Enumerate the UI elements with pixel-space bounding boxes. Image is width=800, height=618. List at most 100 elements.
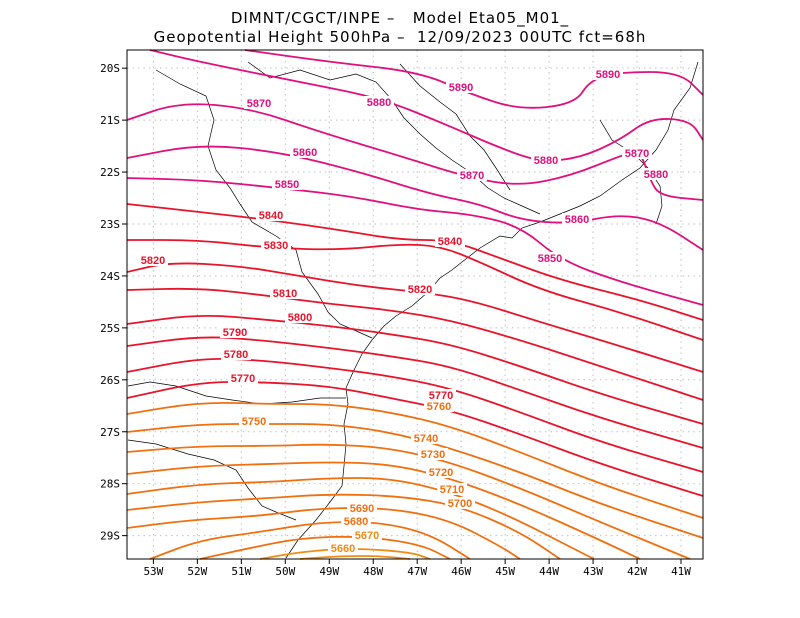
contour-label: 5800 [288,312,312,324]
contour-label-bg [426,389,456,401]
contour-5830 [127,239,704,341]
lon-tick-label: 51W [231,565,251,578]
contour-label: 5770 [429,390,453,402]
contour-label: 5680 [344,516,368,528]
lat-tick-label: 23S [100,218,120,231]
contour-5760 [126,401,704,519]
contour-5750 [126,423,704,539]
lon-tick-label: 42W [627,565,647,578]
contour-label-bg [221,348,251,360]
contour-5780 [126,357,704,473]
map-title-line1: DIMNT/CGCT/INPE – Model Eta05_M01_ [230,9,570,27]
contour-5770 [126,381,704,497]
state-border-6 [399,63,511,191]
contour-label: 5730 [421,449,445,461]
lat-tick-label: 25S [100,322,120,335]
height-contours [126,49,704,560]
contour-label-bg [328,542,358,554]
lon-tick-label: 46W [451,565,471,578]
contour-5880 [149,49,704,162]
contour-5870 [126,103,704,201]
contour-label-bg [531,154,561,166]
contour-label-bg [622,147,652,159]
contour-label-bg [437,483,467,495]
contour-label-bg [457,169,487,181]
lat-tick-label: 20S [100,62,120,75]
contour-label-bg [424,400,454,412]
contour-label-bg [290,146,320,158]
contour-label: 5840 [259,210,283,222]
contour-label: 5720 [429,467,453,479]
latitude-axis: 20S 21S 22S 23S 24S 25S 26S 27S 28S 29S [100,62,127,543]
contour-label-bg [220,326,250,338]
coastline-borders [127,61,699,559]
state-border-1 [155,69,373,339]
contour-label: 5870 [625,148,649,160]
contour-label: 5760 [427,401,451,413]
contour-label: 5750 [242,416,266,428]
lat-tick-label: 28S [100,478,120,491]
contour-5710 [126,493,561,560]
contour-label-bg [228,372,258,384]
contour-label-bg [261,239,291,251]
contour-label-bg [347,502,377,514]
contour-label: 5740 [414,433,438,445]
contour-5800 [126,314,704,425]
contour-labels: 5890 5890 5880 5870 5880 5870 5860 5880 5870 5850… [138,68,671,555]
lat-tick-label: 21S [100,114,120,127]
contour-label-bg [364,96,394,108]
contour-label: 5820 [141,255,165,267]
contour-label-bg [285,311,315,323]
contour-label-bg [239,415,269,427]
state-border-3 [127,381,346,405]
contour-5820 [126,262,704,373]
contour-label-bg [244,97,274,109]
contour-label: 5840 [438,236,462,248]
contour-label-bg [562,213,592,225]
contour-label-bg [446,81,476,93]
contour-label: 5890 [449,82,473,94]
coastline [285,61,699,559]
contour-label: 5870 [460,170,484,182]
lat-tick-label: 27S [100,426,120,439]
lat-lon-grid [127,50,703,559]
contour-label: 5880 [534,155,558,167]
lon-tick-label: 48W [363,565,383,578]
lon-tick-label: 45W [495,565,515,578]
contour-label: 5830 [264,240,288,252]
lat-tick-label: 24S [100,270,120,283]
contour-5690 [149,521,471,560]
lon-tick-label: 49W [319,565,339,578]
contour-5790 [126,336,704,449]
lon-tick-label: 44W [539,565,559,578]
contour-label: 5870 [247,98,271,110]
lat-tick-label: 29S [100,530,120,543]
contour-label: 5820 [408,284,432,296]
contour-5680 [199,535,451,560]
contour-label: 5690 [350,503,374,515]
contour-label: 5850 [275,179,299,191]
contour-label: 5780 [224,349,248,361]
longitude-axis: 53W 52W 51W 50W 49W 48W 47W 46W 45W 44W 43W 42W 41W [143,559,691,578]
lon-tick-label: 43W [583,565,603,578]
state-border-4 [127,439,297,521]
contour-label-bg [256,209,286,221]
lat-tick-label: 26S [100,374,120,387]
contour-label-bg [352,529,382,541]
contour-label-bg [138,254,168,266]
contour-label: 5660 [331,543,355,555]
contour-5860 [126,145,704,251]
lon-tick-label: 47W [407,565,427,578]
contour-label-bg [426,466,456,478]
contour-5720 [126,477,595,560]
contour-label: 5700 [448,498,472,510]
lon-tick-label: 53W [143,565,163,578]
contour-label-bg [341,515,371,527]
contour-5700 [126,507,521,560]
contour-label-bg [272,178,302,190]
contour-5890 [244,49,704,109]
contour-label: 5890 [596,69,620,81]
contour-label-bg [535,252,565,264]
contour-label-bg [418,448,448,460]
